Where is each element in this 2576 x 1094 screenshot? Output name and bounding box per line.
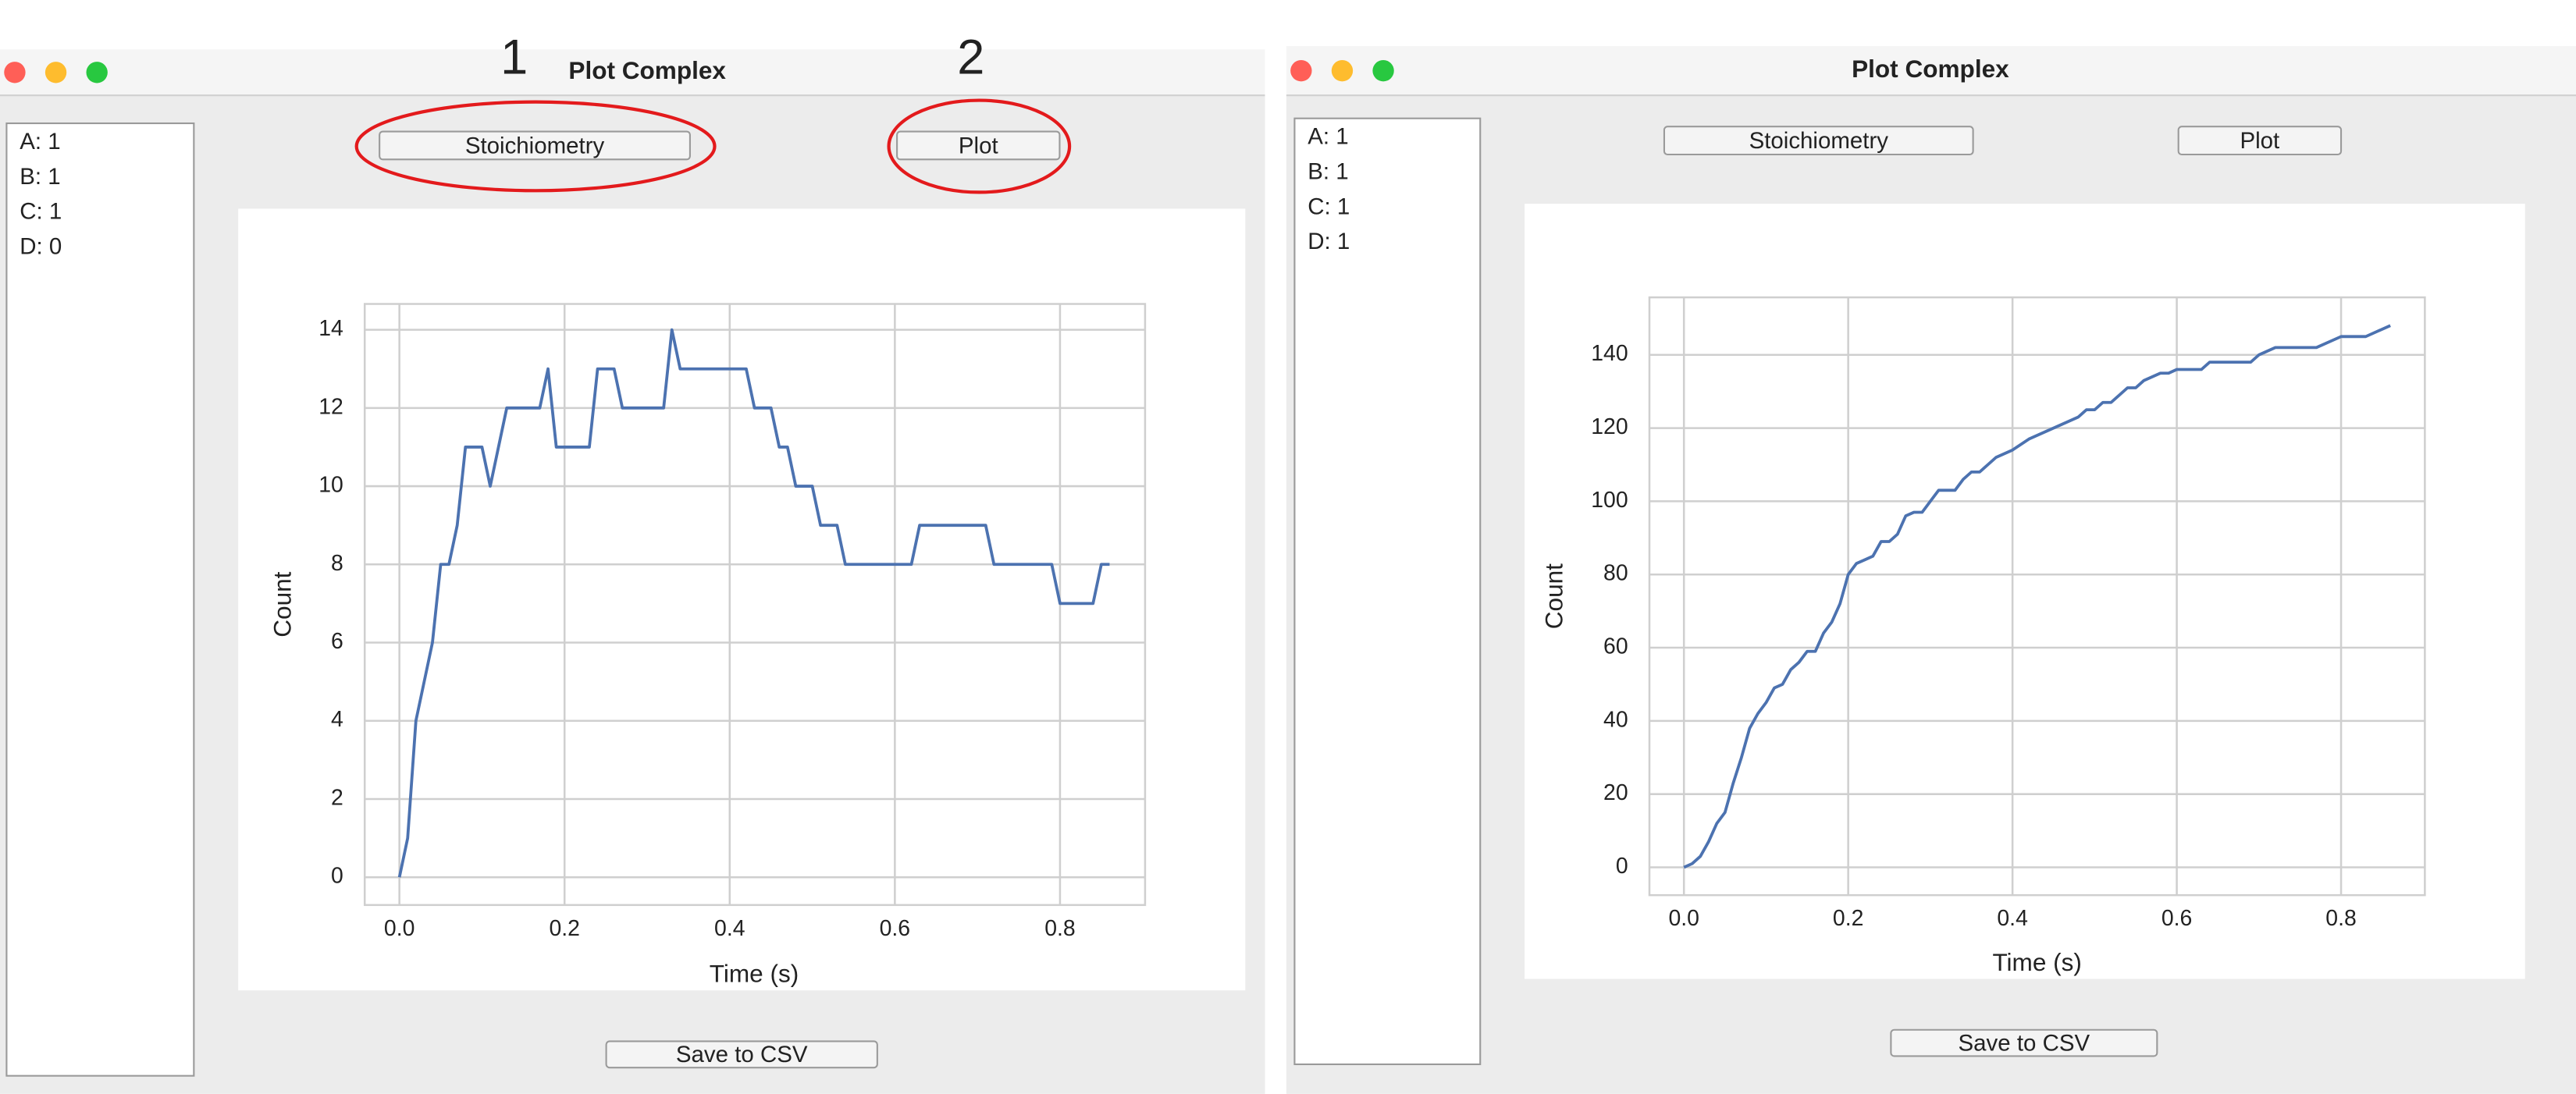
x-tick-label: 0.6	[2161, 906, 2192, 931]
y-tick-label: 4	[331, 707, 343, 732]
list-item: B: 1	[1308, 159, 1348, 185]
window-control[interactable]	[4, 62, 26, 83]
window-control[interactable]	[1290, 59, 1312, 82]
title-bar	[0, 49, 1265, 96]
button[interactable]	[1890, 1028, 2158, 1057]
list-item: C: 1	[1308, 194, 1350, 219]
x-axis-label: Time (s)	[710, 960, 799, 988]
annotation-ellipse	[887, 98, 1072, 194]
x-tick-label: 0.0	[384, 916, 415, 941]
button[interactable]	[2177, 126, 2343, 156]
window-control[interactable]	[1372, 59, 1394, 82]
y-axis-label: Count	[268, 571, 296, 637]
button[interactable]	[1663, 126, 1974, 156]
list-box	[5, 122, 195, 1077]
y-tick-label: 12	[318, 394, 343, 419]
plot-frame	[363, 303, 1147, 907]
button-label: Plot	[2240, 128, 2279, 154]
data-line	[1683, 324, 2391, 869]
annotation-ellipse	[354, 100, 717, 193]
window-control[interactable]	[86, 62, 108, 83]
list-box	[1293, 117, 1482, 1065]
x-tick-label: 0.4	[714, 916, 745, 941]
annotation-number: 2	[957, 30, 984, 85]
window-control[interactable]	[1331, 59, 1354, 82]
x-tick-label: 0.0	[1668, 906, 1699, 931]
y-tick-label: 40	[1603, 707, 1628, 732]
x-axis-label: Time (s)	[1992, 948, 2081, 976]
y-tick-label: 100	[1591, 488, 1628, 513]
button[interactable]	[896, 130, 1061, 161]
y-tick-label: 140	[1591, 341, 1628, 366]
y-tick-label: 8	[331, 551, 343, 576]
window-control[interactable]	[44, 62, 67, 83]
y-tick-label: 120	[1591, 414, 1628, 439]
y-tick-label: 0	[331, 864, 343, 889]
window-title: Plot Complex	[568, 56, 726, 84]
y-tick-label: 2	[331, 785, 343, 810]
x-tick-label: 0.6	[880, 916, 911, 941]
y-tick-label: 6	[331, 629, 343, 654]
list-item: C: 1	[20, 199, 62, 225]
list-item: A: 1	[20, 129, 60, 155]
x-tick-label: 0.4	[1997, 906, 2027, 931]
window-title: Plot Complex	[1852, 55, 2009, 83]
button[interactable]	[605, 1040, 878, 1069]
button-label: Stoichiometry	[465, 133, 605, 158]
list-item: D: 1	[1308, 229, 1350, 254]
list-item: A: 1	[1308, 124, 1348, 150]
list-item: D: 0	[20, 234, 62, 260]
y-tick-label: 60	[1603, 634, 1628, 659]
button[interactable]	[379, 130, 691, 161]
button-label: Save to CSV	[676, 1042, 808, 1067]
y-axis-label: Count	[1539, 563, 1567, 629]
x-tick-label: 0.8	[1044, 916, 1076, 941]
plot-panel	[1525, 204, 2525, 979]
button-label: Save to CSV	[1959, 1030, 2090, 1056]
button-label: Stoichiometry	[1749, 128, 1889, 154]
annotation-number: 1	[500, 30, 528, 85]
plot-frame	[1648, 296, 2426, 897]
y-tick-label: 0	[1616, 854, 1628, 879]
title-bar	[1286, 46, 2576, 96]
data-line	[397, 328, 1110, 878]
x-tick-label: 0.8	[2325, 906, 2357, 931]
x-tick-label: 0.2	[549, 916, 580, 941]
list-item: B: 1	[20, 164, 60, 190]
y-tick-label: 20	[1603, 780, 1628, 805]
button-label: Plot	[959, 133, 998, 158]
plot-panel	[238, 208, 1246, 991]
y-tick-label: 10	[318, 473, 343, 498]
y-tick-label: 80	[1603, 561, 1628, 586]
x-tick-label: 0.2	[1833, 906, 1863, 931]
y-tick-label: 14	[318, 316, 343, 341]
